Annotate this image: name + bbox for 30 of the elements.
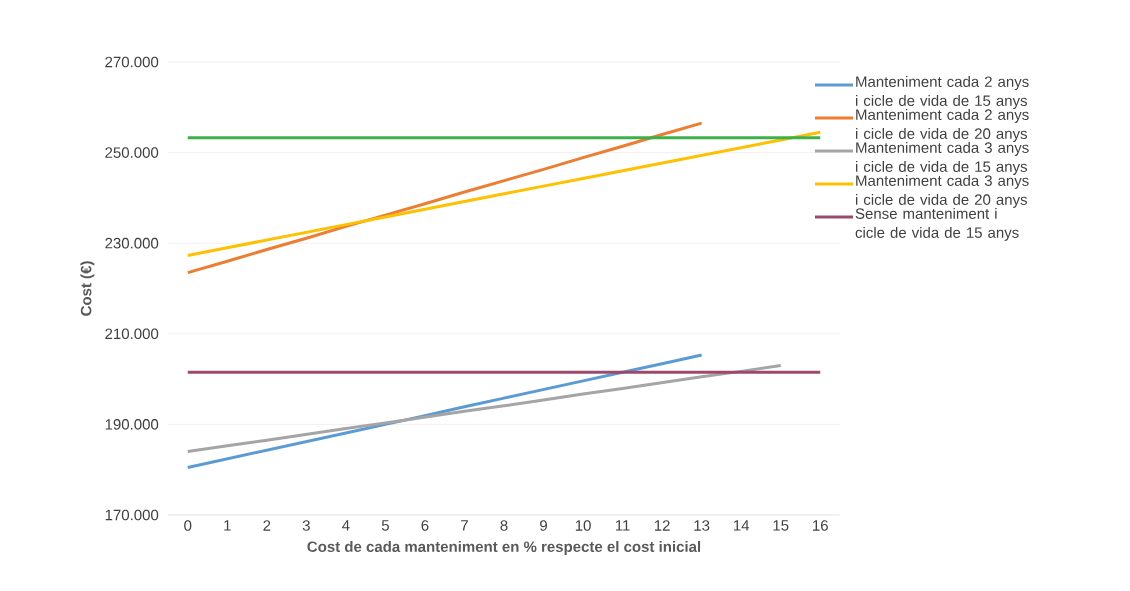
x-tick-label: 4 — [342, 520, 350, 531]
x-tick-label: 8 — [500, 520, 508, 531]
x-tick-label: 1 — [224, 520, 231, 531]
x-tick-label: 11 — [615, 520, 630, 531]
legend-label: Manteniment cada 2 anys i cicle de vida de 15 anys — [856, 75, 1029, 109]
legend-label: Sense manteniment i cicle de vida de 15 anys — [855, 207, 1019, 241]
x-tick-label: 0 — [184, 520, 192, 531]
x-tick-label: 13 — [694, 520, 710, 531]
legend-label: Manteniment cada 3 anys i cicle de vida de 20 anys — [856, 174, 1029, 208]
legend-label: Manteniment cada 2 anys i cicle de vida de 20 anys — [856, 108, 1029, 142]
y-tick-label: 230.000 — [105, 237, 159, 249]
y-tick-label: 210.000 — [105, 328, 159, 340]
x-tick-label: 7 — [461, 520, 468, 531]
x-tick-label: 10 — [575, 520, 591, 531]
y-tick-label: 190.000 — [105, 419, 159, 430]
legend-label: Manteniment cada 3 anys i cicle de vida de 15 anys — [856, 141, 1029, 175]
y-tick-label: 250.000 — [105, 147, 159, 158]
x-tick-label: 5 — [381, 520, 389, 531]
x-tick-label: 6 — [421, 520, 429, 531]
y-tick-label: 270.000 — [105, 56, 159, 68]
x-tick-label: 15 — [773, 520, 789, 531]
y-tick-label: 170.000 — [105, 509, 159, 521]
x-tick-label: 2 — [263, 520, 271, 531]
x-tick-label: 14 — [733, 520, 750, 531]
y-axis-title: Cost (€) — [80, 261, 95, 316]
x-tick-label: 16 — [813, 520, 828, 531]
x-axis-title: Cost de cada manteniment en % respecte el cost inicial — [307, 541, 701, 555]
x-tick-label: 3 — [302, 520, 310, 531]
x-tick-label: 12 — [654, 520, 670, 531]
x-tick-label: 9 — [540, 520, 547, 531]
